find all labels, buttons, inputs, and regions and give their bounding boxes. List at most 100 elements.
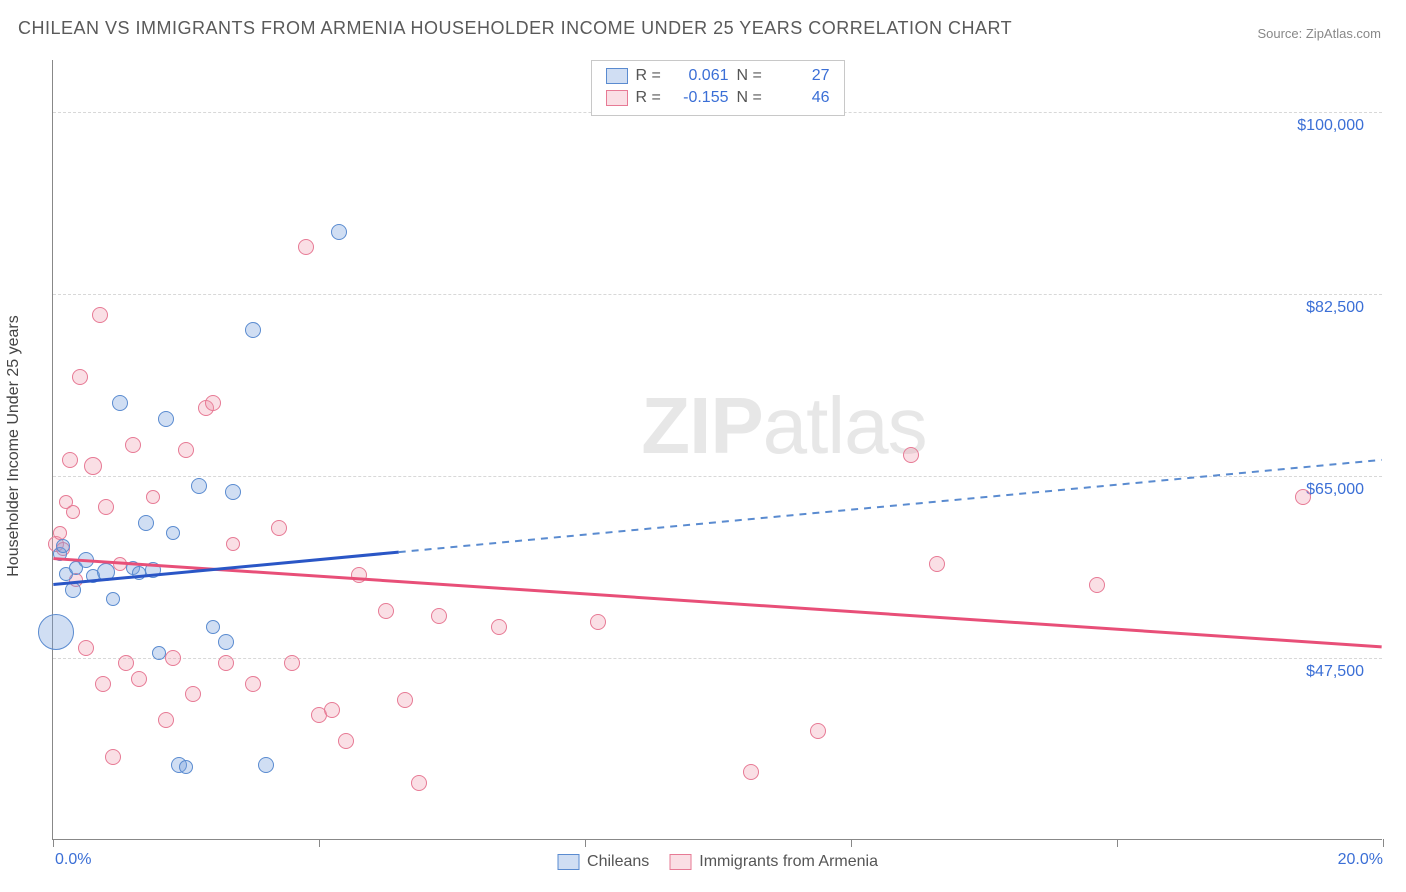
swatch-series-a [606,68,628,84]
chart-title: CHILEAN VS IMMIGRANTS FROM ARMENIA HOUSE… [18,18,1012,39]
swatch-series-b [669,854,691,870]
data-point-b [62,452,78,468]
data-point-b [185,686,201,702]
data-point-b [178,442,194,458]
x-tick [319,839,320,847]
swatch-series-b [606,90,628,106]
data-point-b [271,520,287,536]
data-point-a [245,322,261,338]
data-point-a [38,614,74,650]
x-tick [585,839,586,847]
gridline [53,658,1382,659]
data-point-a [218,634,234,650]
data-point-a [56,539,70,553]
swatch-series-a [557,854,579,870]
y-tick-label: $47,500 [1306,663,1364,681]
data-point-b [397,692,413,708]
y-tick-label: $82,500 [1306,299,1364,317]
data-point-b [743,764,759,780]
data-point-b [131,671,147,687]
data-point-b [226,537,240,551]
data-point-b [284,655,300,671]
n-label: N = [737,65,767,87]
data-point-b [298,239,314,255]
y-tick-label: $65,000 [1306,481,1364,499]
legend-item-a: Chileans [557,853,649,871]
legend-row-a: R = 0.061 N = 27 [606,65,830,87]
r-value-a: 0.061 [674,65,729,87]
data-point-b [218,655,234,671]
gridline [53,294,1382,295]
data-point-a [152,646,166,660]
r-label: R = [636,87,666,109]
data-point-a [206,620,220,634]
data-point-a [158,411,174,427]
series-legend: Chileans Immigrants from Armenia [557,853,878,871]
series-b-label: Immigrants from Armenia [699,853,878,871]
r-label: R = [636,65,666,87]
x-tick-label: 0.0% [55,851,91,869]
gridline [53,476,1382,477]
data-point-b [72,369,88,385]
series-a-label: Chileans [587,853,649,871]
data-point-a [138,515,154,531]
x-tick [1117,839,1118,847]
data-point-b [378,603,394,619]
y-tick-label: $100,000 [1297,117,1364,135]
data-point-b [245,676,261,692]
data-point-b [146,490,160,504]
watermark-bold: ZIP [641,381,762,470]
data-point-b [84,457,102,475]
data-point-a [78,552,94,568]
source-label: Source: [1257,26,1305,41]
data-point-b [338,733,354,749]
n-label: N = [737,87,767,109]
data-point-a [179,760,193,774]
x-tick [851,839,852,847]
plot-area: ZIPatlas R = 0.061 N = 27 R = -0.155 N =… [52,60,1382,840]
data-point-a [331,224,347,240]
data-point-b [903,447,919,463]
data-point-b [105,749,121,765]
watermark: ZIPatlas [641,380,926,472]
data-point-a [225,484,241,500]
n-value-a: 27 [775,65,830,87]
y-axis-label: Householder Income Under 25 years [5,315,23,576]
data-point-b [125,437,141,453]
legend-row-b: R = -0.155 N = 46 [606,87,830,109]
data-point-b [411,775,427,791]
r-value-b: -0.155 [674,87,729,109]
data-point-b [590,614,606,630]
source-value: ZipAtlas.com [1306,26,1381,41]
data-point-b [431,608,447,624]
data-point-a [97,563,115,581]
data-point-b [351,567,367,583]
x-tick [53,839,54,847]
correlation-legend: R = 0.061 N = 27 R = -0.155 N = 46 [591,60,845,116]
data-point-b [98,499,114,515]
data-point-b [491,619,507,635]
data-point-b [118,655,134,671]
data-point-b [92,307,108,323]
legend-item-b: Immigrants from Armenia [669,853,878,871]
data-point-a [65,582,81,598]
data-point-a [191,478,207,494]
data-point-b [1089,577,1105,593]
data-point-a [166,526,180,540]
data-point-b [205,395,221,411]
data-point-b [165,650,181,666]
data-point-b [158,712,174,728]
data-point-b [810,723,826,739]
data-point-a [106,592,120,606]
data-point-b [78,640,94,656]
data-point-b [1295,489,1311,505]
data-point-b [324,702,340,718]
n-value-b: 46 [775,87,830,109]
data-point-b [929,556,945,572]
data-point-b [95,676,111,692]
data-point-a [145,562,161,578]
x-tick [1383,839,1384,847]
chart-container: CHILEAN VS IMMIGRANTS FROM ARMENIA HOUSE… [0,0,1406,892]
x-tick-label: 20.0% [1338,851,1383,869]
data-point-b [66,505,80,519]
